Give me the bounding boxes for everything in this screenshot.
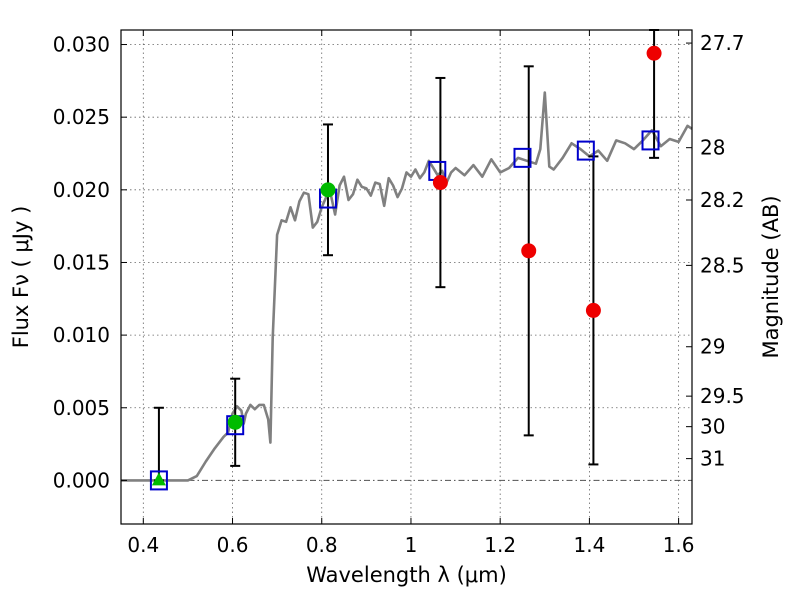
model-sed-layer <box>121 91 693 482</box>
right-tick-label: 27.7 <box>700 31 745 55</box>
model-sed-line <box>121 91 693 482</box>
red-data-point <box>646 45 662 61</box>
x-tick-label: 1.4 <box>573 533 605 557</box>
error-bars <box>153 29 660 482</box>
right-tick-label: 29 <box>700 335 725 359</box>
y-tick-label: 0.005 <box>53 396 110 420</box>
model-flux-square <box>576 140 595 161</box>
x-tick-label: 1.2 <box>484 533 516 557</box>
y-tick-label: 0.015 <box>53 250 110 274</box>
red-data-point <box>432 175 448 191</box>
right-axis-label: Magnitude (AB) <box>759 195 783 358</box>
x-tick-label: 1 <box>405 533 418 557</box>
right-tick-label: 28 <box>700 136 725 160</box>
y-axis-label: Flux Fν ( μJy ) <box>9 206 33 349</box>
right-tick-label: 28.2 <box>700 188 745 212</box>
x-tick-label: 0.4 <box>127 533 159 557</box>
green-data-point <box>227 414 243 430</box>
red-data-point <box>521 243 537 259</box>
x-tick-label: 1.6 <box>663 533 695 557</box>
y-tick-label: 0.010 <box>53 323 110 347</box>
green-data-point <box>320 182 336 198</box>
x-tick-label: 0.6 <box>217 533 249 557</box>
y-tick-label: 0.020 <box>53 178 110 202</box>
grid-lines <box>121 30 692 524</box>
y-tick-label: 0.025 <box>53 105 110 129</box>
x-tick-label: 0.8 <box>306 533 338 557</box>
upper-limit-triangle <box>151 472 166 486</box>
y-tick-label: 0.030 <box>53 33 110 57</box>
right-tick-label: 30 <box>700 415 725 439</box>
x-axis-label: Wavelength λ (μm) <box>306 563 507 587</box>
right-tick-label: 31 <box>700 447 725 471</box>
red-data-point <box>585 302 601 318</box>
y-tick-label: 0.000 <box>53 468 110 492</box>
plot-frame <box>120 29 693 525</box>
markers <box>149 45 662 491</box>
right-tick-label: 28.5 <box>700 253 745 277</box>
right-tick-label: 29.5 <box>700 384 745 408</box>
model-flux-square <box>641 130 660 151</box>
model-flux-square <box>513 147 532 168</box>
axis-ticks: 0.4 0.6 0.8 1 1.2 1.4 1.6 0.000 0.005 0.010 0.015 0… <box>53 30 745 557</box>
model-flux-square <box>149 470 168 491</box>
